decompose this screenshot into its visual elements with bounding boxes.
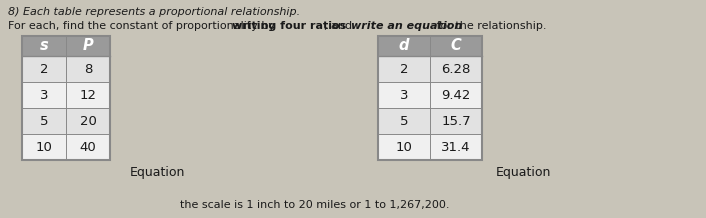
Bar <box>378 36 482 56</box>
Text: , and: , and <box>324 21 356 31</box>
Text: 2: 2 <box>400 63 408 75</box>
Text: P: P <box>83 39 93 53</box>
Text: 20: 20 <box>80 114 97 128</box>
Text: 2: 2 <box>40 63 48 75</box>
Text: 8) Each table represents a proportional relationship.: 8) Each table represents a proportional … <box>8 7 300 17</box>
Text: 5: 5 <box>40 114 48 128</box>
Text: For each, find the constant of proportionality by: For each, find the constant of proportio… <box>8 21 278 31</box>
Text: 15.7: 15.7 <box>441 114 471 128</box>
Text: 6.28: 6.28 <box>441 63 471 75</box>
Text: 8: 8 <box>84 63 92 75</box>
Bar <box>378 82 482 108</box>
Text: 5: 5 <box>400 114 408 128</box>
Text: 9.42: 9.42 <box>441 89 471 102</box>
Bar <box>22 56 110 82</box>
Text: Equation: Equation <box>496 166 551 179</box>
Text: 10: 10 <box>395 140 412 153</box>
Text: C: C <box>450 39 462 53</box>
Bar <box>378 36 482 160</box>
Bar <box>22 108 110 134</box>
Text: 40: 40 <box>80 140 97 153</box>
Text: Equation: Equation <box>130 166 186 179</box>
Text: s: s <box>40 39 49 53</box>
Bar <box>378 108 482 134</box>
Bar <box>22 82 110 108</box>
Bar <box>378 134 482 160</box>
Bar <box>22 36 110 160</box>
Text: for the relationship.: for the relationship. <box>433 21 547 31</box>
Bar <box>22 36 110 56</box>
Text: d: d <box>399 39 409 53</box>
Bar <box>22 134 110 160</box>
Text: 31.4: 31.4 <box>441 140 471 153</box>
Text: 10: 10 <box>35 140 52 153</box>
Text: writing four ratios: writing four ratios <box>232 21 346 31</box>
Text: write an equation: write an equation <box>351 21 462 31</box>
Text: 12: 12 <box>80 89 97 102</box>
Text: the scale is 1 inch to 20 miles or 1 to 1,267,200.: the scale is 1 inch to 20 miles or 1 to … <box>180 200 450 210</box>
Text: 3: 3 <box>400 89 408 102</box>
Text: 3: 3 <box>40 89 48 102</box>
Bar <box>378 56 482 82</box>
